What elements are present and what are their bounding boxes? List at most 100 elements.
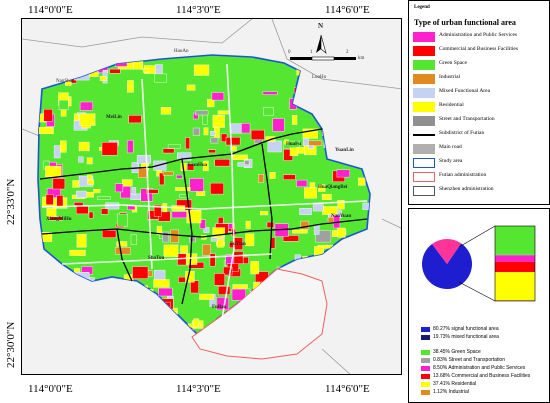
stat-label: 80.27% signal functional area (433, 326, 499, 332)
land-parcel (203, 226, 210, 233)
land-parcel (141, 289, 154, 294)
land-parcel (350, 285, 366, 293)
land-parcel (336, 169, 350, 178)
land-parcel (46, 207, 57, 217)
land-parcel (52, 178, 66, 190)
breakdown-segment (495, 226, 535, 255)
land-parcel (44, 324, 50, 335)
land-parcel (292, 115, 298, 125)
land-parcel (163, 244, 179, 257)
land-parcel (358, 348, 365, 360)
stat-label: 8.50% Administration and Public Services (433, 365, 526, 371)
land-parcel (337, 262, 351, 276)
land-parcel (88, 68, 99, 77)
land-parcel (350, 111, 363, 122)
land-parcel (45, 350, 54, 361)
land-parcel (131, 187, 137, 195)
land-parcel (217, 217, 224, 225)
coord-bottom-2: 114°3'0"E (176, 383, 221, 395)
land-parcel (272, 118, 285, 132)
stat-row: 19.73% mixed functional area (421, 334, 549, 341)
land-parcel (154, 73, 167, 83)
land-parcel (202, 160, 209, 172)
legend-label: Main road (439, 144, 462, 150)
land-parcel (373, 271, 385, 278)
land-parcel (223, 266, 233, 276)
land-parcel (176, 174, 183, 179)
land-parcel (309, 265, 318, 273)
land-parcel (186, 163, 195, 171)
land-parcel (296, 179, 308, 188)
pie-breakdown-chart (422, 225, 536, 302)
land-parcel (74, 331, 84, 337)
land-parcel (214, 159, 230, 167)
land-parcel (356, 125, 370, 136)
land-parcel (134, 315, 150, 326)
map-frame[interactable]: N 0 1 2 km HaoAn NanShan LuoHu MeiLin Hu… (21, 18, 402, 375)
land-parcel (119, 344, 126, 354)
land-parcel (128, 115, 142, 124)
legend-swatch (413, 102, 435, 112)
land-parcel (58, 304, 66, 318)
land-parcel (369, 112, 370, 119)
legend-label: Green Space (439, 60, 467, 66)
land-parcel (39, 293, 55, 299)
land-parcel (212, 227, 225, 238)
coord-top-2: 114°3'0"E (176, 4, 221, 16)
legend-label: Subdistrict of Futian (439, 130, 485, 136)
stat-label: 38.45% Green Space (433, 349, 481, 355)
land-parcel (119, 300, 126, 308)
stat-row: 37.41% Residential (421, 381, 549, 388)
land-parcel (51, 263, 60, 277)
land-parcel (120, 186, 131, 199)
legend-swatch (413, 144, 435, 154)
stat-label: 0.83% Street and Transportation (433, 357, 505, 363)
coord-left-1: 22°33'0"N (5, 178, 17, 225)
land-parcel (76, 205, 89, 215)
land-parcel (327, 315, 343, 324)
land-parcel (352, 73, 364, 81)
legend-item: Residential (413, 101, 549, 113)
land-parcel (121, 179, 133, 187)
land-use-map (22, 19, 401, 374)
coord-top-1: 114°0'0"E (28, 4, 73, 16)
land-parcel (369, 168, 370, 182)
stat-swatch (421, 390, 430, 395)
land-parcel (88, 318, 99, 326)
land-parcel (192, 127, 201, 136)
land-parcel (209, 253, 216, 267)
legend-subtitle: Type of urban functional area (414, 18, 516, 27)
land-parcel (40, 295, 48, 300)
legend-label: Administration and Public Services (439, 32, 518, 38)
land-parcel (230, 146, 237, 152)
land-parcel (86, 332, 94, 337)
land-parcel (122, 293, 130, 303)
legend-swatch (413, 158, 435, 168)
legend-item: Street and Transportation (413, 115, 549, 127)
district-shatou: ShaTou (148, 256, 165, 261)
land-parcel (136, 154, 151, 164)
land-parcel (306, 63, 321, 72)
study-area-polygon (37, 54, 371, 339)
land-parcel (47, 301, 58, 307)
district-xiangmihu: XiangMiHu (46, 217, 72, 222)
land-parcel (315, 230, 332, 243)
stat-swatch (421, 335, 430, 340)
land-parcel (356, 136, 370, 149)
legend-label: Residential (439, 102, 464, 108)
district-meilin: MeiLin (106, 115, 122, 120)
land-parcel (94, 307, 106, 318)
futian-admin-outline (191, 268, 328, 360)
stats-panel: 80.27% signal functional area 19.73% mixe… (408, 208, 550, 403)
legend-title: Legend (414, 5, 430, 10)
legend-swatch (413, 46, 435, 56)
land-parcel (78, 288, 86, 292)
land-parcel (97, 195, 111, 200)
stat-row: 1.12% Industrial (421, 389, 549, 396)
land-parcel (199, 219, 206, 229)
land-parcel (196, 356, 208, 361)
land-parcel (87, 174, 93, 180)
land-parcel (282, 235, 299, 242)
legend-item: Main road (413, 143, 549, 155)
land-parcel (79, 101, 93, 111)
